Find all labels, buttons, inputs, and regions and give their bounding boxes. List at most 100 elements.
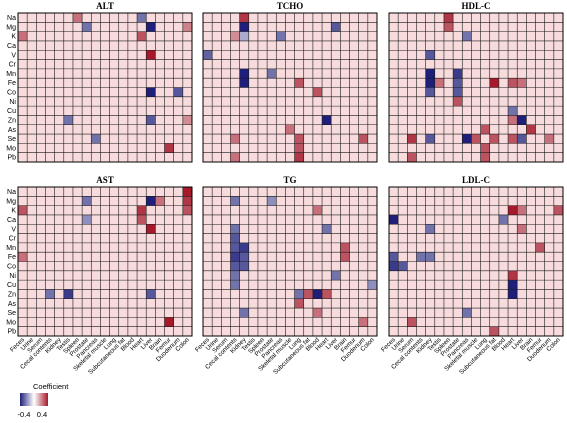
heatmap-cell: [276, 31, 286, 41]
heatmap-cell: [480, 124, 490, 135]
heatmap-cell: [443, 13, 454, 23]
heatmap-cell: [322, 115, 332, 125]
heatmap-cell: [498, 214, 509, 225]
panel-title: TG: [283, 175, 296, 185]
panel-border: [202, 12, 378, 163]
panel-title: ALT: [96, 1, 114, 11]
row-label: Pb: [7, 329, 16, 336]
heatmap-cell: [239, 68, 249, 79]
row-label: Mg: [6, 24, 16, 31]
heatmap-cell: [239, 308, 249, 318]
heatmap-cell: [508, 270, 518, 281]
heatmap-cell: [239, 13, 249, 23]
row-label: V: [11, 226, 16, 233]
heatmap-cell: [146, 50, 156, 60]
heatmap-cell: [398, 261, 408, 271]
heatmap-cell: [425, 134, 435, 144]
heatmap-cell: [182, 22, 192, 32]
heatmap-cell: [312, 87, 323, 97]
heatmap-cell: [155, 196, 165, 206]
row-label: Fe: [8, 80, 16, 87]
heatmap-cell: [389, 261, 399, 271]
heatmap-cell: [340, 242, 350, 253]
heatmap-cell: [462, 31, 472, 41]
heatmap-cell: [407, 152, 417, 162]
heatmap-cell: [164, 317, 174, 327]
panel-border: [202, 186, 378, 337]
heatmap-cell: [230, 224, 240, 234]
heatmap-cell: [462, 308, 472, 318]
row-label: Mn: [6, 71, 16, 78]
legend-title: Coefficient: [33, 382, 69, 391]
heatmap-cell: [508, 280, 518, 290]
heatmap-cell: [146, 115, 156, 125]
heatmap-cell: [407, 317, 417, 327]
heatmap-cell: [367, 280, 377, 290]
heatmap-cell: [425, 224, 435, 234]
heatmap-cell: [146, 289, 156, 299]
heatmap-cell: [18, 31, 28, 41]
heatmap-cell: [480, 143, 490, 153]
heatmap-cell: [489, 326, 499, 336]
row-label: Zn: [8, 291, 16, 298]
row-label: V: [11, 52, 16, 59]
heatmap-cell: [407, 134, 417, 144]
panel-ast: ASTNaMgKCaVCrMnFeCoNiCuZnAsSeMoPbFecesUr…: [6, 175, 193, 376]
row-label: Cr: [9, 62, 17, 69]
heatmap-cell: [331, 22, 341, 32]
heatmap-cell: [508, 115, 518, 125]
row-label: Mo: [6, 145, 16, 152]
heatmap-cell: [45, 289, 55, 299]
heatmap-cell: [471, 134, 481, 144]
heatmap-cell: [517, 78, 527, 88]
heatmap-cell: [239, 261, 249, 271]
panel-border: [17, 186, 193, 337]
heatmap-cell: [416, 252, 426, 262]
heatmap-cell: [137, 13, 147, 23]
panel-title: HDL-C: [462, 1, 491, 11]
row-label: Co: [7, 90, 16, 97]
heatmap-cell: [489, 134, 499, 144]
row-label: Fe: [8, 254, 16, 261]
row-label: Mg: [6, 198, 16, 205]
heatmap-cell: [91, 134, 101, 144]
heatmap-cell: [544, 134, 554, 144]
heatmap-cell: [146, 22, 156, 32]
heatmap-cell: [358, 134, 368, 144]
row-label: Ni: [9, 273, 16, 280]
heatmap-cell: [63, 115, 73, 125]
row-label: Ca: [7, 43, 16, 50]
heatmap-cell: [146, 224, 156, 234]
panel-border: [388, 186, 564, 337]
heatmap-cell: [340, 252, 350, 262]
row-label: Cu: [7, 108, 16, 115]
heatmap-cell: [425, 50, 435, 60]
panel-title: AST: [96, 175, 114, 185]
heatmap-cell: [267, 68, 277, 79]
heatmap-cell: [63, 289, 73, 299]
heatmap-cell: [18, 252, 28, 262]
heatmap-cell: [146, 196, 156, 206]
heatmap-cell: [453, 68, 463, 79]
row-label: Pb: [7, 155, 16, 162]
heatmap-cell: [72, 13, 83, 23]
heatmap-cell: [230, 261, 240, 271]
heatmap-cell: [489, 78, 499, 88]
heatmap-cell: [82, 196, 92, 206]
heatmap-cell: [182, 187, 192, 197]
heatmap-cell: [517, 224, 527, 234]
heatmap-cell: [137, 214, 147, 225]
heatmap-cell: [443, 22, 454, 32]
heatmap-cell: [294, 134, 304, 144]
heatmap-cell: [82, 22, 92, 32]
heatmap-cell: [294, 298, 304, 309]
heatmap-cell: [517, 115, 527, 125]
heatmap-cell: [18, 205, 28, 215]
row-label: Na: [7, 15, 16, 22]
heatmap-cell: [331, 270, 341, 281]
heatmap-cell: [267, 196, 277, 206]
row-label: Co: [7, 264, 16, 271]
color-legend: Coefficient -0.4 0.4: [18, 382, 70, 419]
